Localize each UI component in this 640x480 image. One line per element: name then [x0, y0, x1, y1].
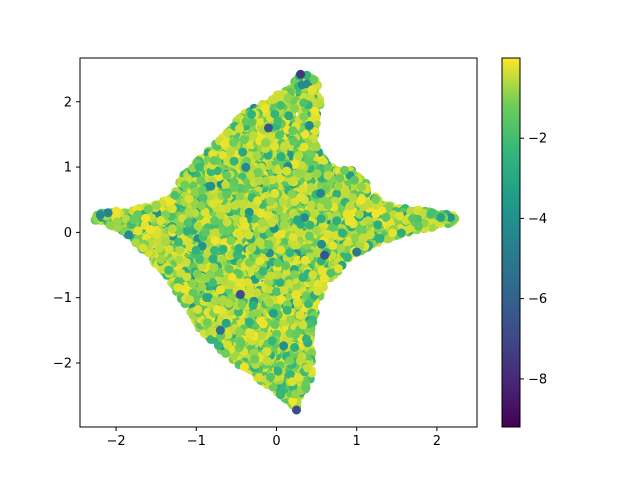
- scatter-point: [384, 202, 394, 212]
- scatter-point: [268, 382, 278, 392]
- scatter-point: [270, 320, 280, 330]
- scatter-point: [212, 166, 222, 176]
- scatter-point: [427, 222, 437, 232]
- scatter-point: [218, 150, 227, 160]
- scatter-point: [296, 356, 306, 366]
- scatter-point: [418, 208, 428, 218]
- scatter-point: [406, 206, 416, 216]
- scatter-points: [90, 69, 460, 415]
- scatter-point: [223, 330, 233, 340]
- scatter-point: [288, 396, 298, 406]
- scatter-point: [278, 197, 288, 207]
